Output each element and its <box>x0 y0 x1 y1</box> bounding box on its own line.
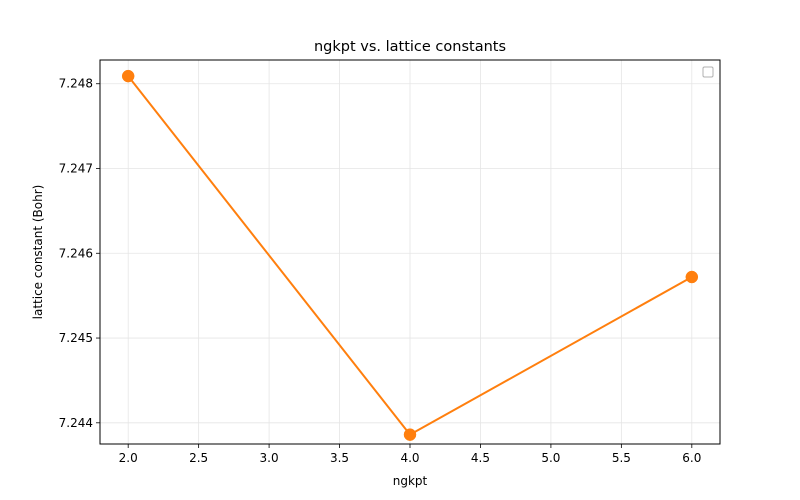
data-point <box>121 69 135 83</box>
x-tick-label: 2.5 <box>189 451 208 465</box>
x-tick-label: 3.0 <box>260 451 279 465</box>
x-tick-label: 6.0 <box>682 451 701 465</box>
chart-title: ngkpt vs. lattice constants <box>314 39 506 55</box>
x-tick-label: 5.5 <box>612 451 631 465</box>
y-tick-label: 7.245 <box>59 331 93 345</box>
x-tick-label: 5.0 <box>541 451 560 465</box>
y-tick-label: 7.244 <box>59 416 93 430</box>
x-axis-title: ngkpt <box>393 474 428 488</box>
x-tick-label: 4.5 <box>471 451 490 465</box>
y-tick-label: 7.247 <box>59 162 93 176</box>
x-tick-label: 2.0 <box>119 451 138 465</box>
data-point <box>403 428 417 441</box>
y-axis: 7.244 7.245 7.246 7.247 7.248 <box>59 77 100 430</box>
y-tick-label: 7.248 <box>59 77 93 91</box>
x-tick-label: 4.0 <box>400 451 419 465</box>
y-axis-title: lattice constant (Bohr) <box>31 185 45 320</box>
x-axis: 2.0 2.5 3.0 3.5 4.0 4.5 5.0 5.5 6.0 <box>119 444 701 465</box>
x-tick-label: 3.5 <box>330 451 349 465</box>
y-tick-label: 7.246 <box>59 246 93 260</box>
grid <box>100 60 720 444</box>
series <box>121 69 699 441</box>
data-point <box>685 270 699 284</box>
legend-box <box>702 66 714 78</box>
